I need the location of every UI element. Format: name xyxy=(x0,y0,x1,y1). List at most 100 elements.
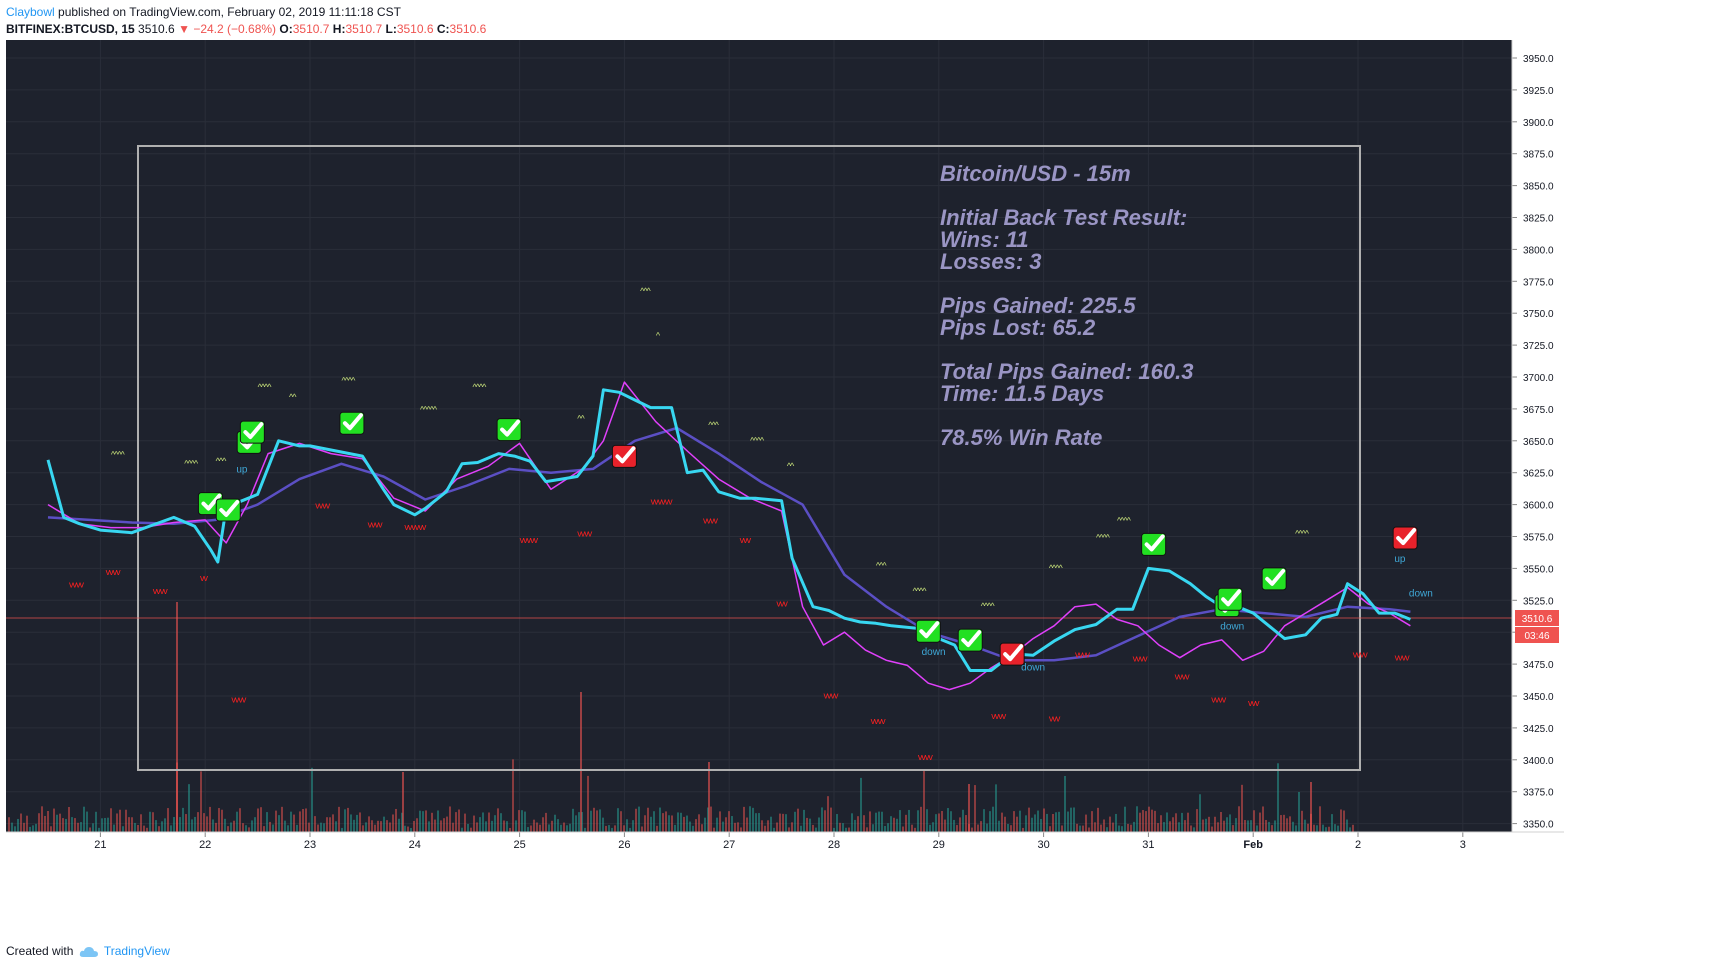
volume-bar xyxy=(1298,791,1300,832)
volume-bar xyxy=(326,817,328,832)
down-marker: vvvv xyxy=(703,516,719,526)
x-axis[interactable]: 21 22 23 24 25 26 27 28 29 30 31 Feb 2 3 xyxy=(94,832,1466,851)
tradingview-link[interactable]: TradingView xyxy=(103,944,170,958)
price-tag-value: 3510.6 xyxy=(1522,614,1553,625)
volume-bar xyxy=(1289,816,1291,832)
volume-bar xyxy=(620,811,622,832)
volume-bar xyxy=(248,827,250,832)
volume-bar xyxy=(569,823,571,832)
volume-bar xyxy=(383,816,385,832)
win-check-icon xyxy=(215,498,241,522)
volume-bar xyxy=(359,812,361,832)
volume-bar xyxy=(1085,814,1087,832)
overlay-box xyxy=(137,145,1361,771)
volume-bar xyxy=(893,817,895,832)
volume-bar xyxy=(185,814,187,832)
volume-bar xyxy=(74,818,76,832)
volume-bar xyxy=(1238,806,1240,832)
volume-bar xyxy=(989,811,991,832)
down-marker: vvvv xyxy=(991,711,1007,721)
volume-bar xyxy=(1025,815,1027,832)
volume-bar xyxy=(953,819,955,832)
volume-bar xyxy=(884,825,886,832)
volume-bar xyxy=(131,817,133,832)
volume-bar xyxy=(944,819,946,832)
volume-spike xyxy=(708,762,710,832)
volume-bar xyxy=(338,806,340,832)
author-link[interactable]: Claybowl xyxy=(6,5,55,19)
volume-bar xyxy=(161,821,163,832)
y-tick-label: 3375.0 xyxy=(1523,788,1554,799)
volume-bar xyxy=(626,819,628,832)
check-mark xyxy=(1144,534,1165,552)
volume-bar xyxy=(644,815,646,832)
y-axis[interactable]: 3950.0 3925.0 3900.0 3875.0 3850.0 3825.0 3800… xyxy=(1512,54,1554,831)
volume-bar xyxy=(1064,776,1066,832)
x-tick-label: 24 xyxy=(409,839,421,851)
volume-bar xyxy=(632,820,634,832)
volume-bar xyxy=(1211,826,1213,832)
publish-line: Claybowl published on TradingView.com, F… xyxy=(6,5,401,19)
volume-bar xyxy=(560,824,562,832)
volume-bar xyxy=(368,816,370,832)
tradingview-cloud-icon xyxy=(79,946,98,957)
overlay-wins: Wins: 11 xyxy=(940,227,1029,252)
volume-bar xyxy=(1082,825,1084,832)
check-mark xyxy=(1003,644,1024,662)
volume-bar xyxy=(938,813,940,832)
volume-bar xyxy=(1271,825,1273,832)
down-marker: vvv xyxy=(776,599,788,609)
price-axis-background[interactable] xyxy=(1512,40,1564,832)
volume-bar xyxy=(1031,817,1033,832)
volume-bar xyxy=(1349,827,1351,832)
symbol-label[interactable]: BITFINEX:BTCUSD, 15 xyxy=(6,22,135,36)
volume-bar xyxy=(539,824,541,832)
volume-bar xyxy=(1337,825,1339,832)
volume-bar xyxy=(716,817,718,832)
volume-bar xyxy=(458,809,460,832)
y-tick-label: 3400.0 xyxy=(1523,756,1554,767)
volume-bar xyxy=(887,823,889,832)
y-tick-label: 3925.0 xyxy=(1523,86,1554,97)
volume-bar xyxy=(782,813,784,832)
volume-bar xyxy=(1013,811,1015,832)
chart-container[interactable]: ^^^^ ^^^^ ^^^ ^^^^ ^^ ^^^^ ^^^^^ ^^^^ ^^ ^^^ ^ ^^^ ^… xyxy=(0,40,1709,940)
volume-bar xyxy=(275,810,277,832)
overlay-pips-gained: Pips Gained: 225.5 xyxy=(940,293,1136,318)
volume-bar xyxy=(860,777,862,832)
volume-bar xyxy=(215,822,217,832)
volume-bar xyxy=(260,807,262,832)
volume-bar xyxy=(533,819,535,832)
volume-spike xyxy=(402,772,404,832)
volume-bar xyxy=(545,812,547,832)
volume-bar xyxy=(1229,814,1231,832)
volume-bar xyxy=(1055,812,1057,832)
volume-bar xyxy=(773,827,775,832)
volume-bar xyxy=(842,823,844,832)
volume-bar xyxy=(59,813,61,832)
volume-bar xyxy=(746,817,748,832)
volume-bar xyxy=(851,813,853,832)
volume-bar xyxy=(668,815,670,832)
overlay-time: Time: 11.5 Days xyxy=(940,381,1104,406)
volume-bar xyxy=(140,814,142,832)
volume-bar xyxy=(785,814,787,832)
volume-bar xyxy=(440,820,442,832)
volume-bar xyxy=(1202,819,1204,832)
volume-bar xyxy=(287,825,289,832)
countdown-value: 03:46 xyxy=(1524,631,1549,642)
down-marker: vvvv xyxy=(1175,671,1191,681)
volume-bar xyxy=(233,820,235,832)
price-change: −24.2 (−0.68%) xyxy=(193,22,277,36)
down-marker: vvvv xyxy=(824,691,840,701)
volume-bar xyxy=(554,814,556,832)
up-marker: ^^^ xyxy=(216,456,227,466)
volume-bar xyxy=(566,825,568,832)
volume-bar xyxy=(221,809,223,832)
check-mark xyxy=(342,413,363,431)
x-tick-label: 22 xyxy=(199,839,211,851)
volume-bar xyxy=(20,813,22,832)
price-chart[interactable]: ^^^^^^^^ ^^^^^^^^^^^^^^^^^^^^^^^^^^^^^^^^… xyxy=(0,40,1709,940)
volume-bar xyxy=(674,824,676,832)
down-marker: vvvvvv xyxy=(404,522,427,532)
